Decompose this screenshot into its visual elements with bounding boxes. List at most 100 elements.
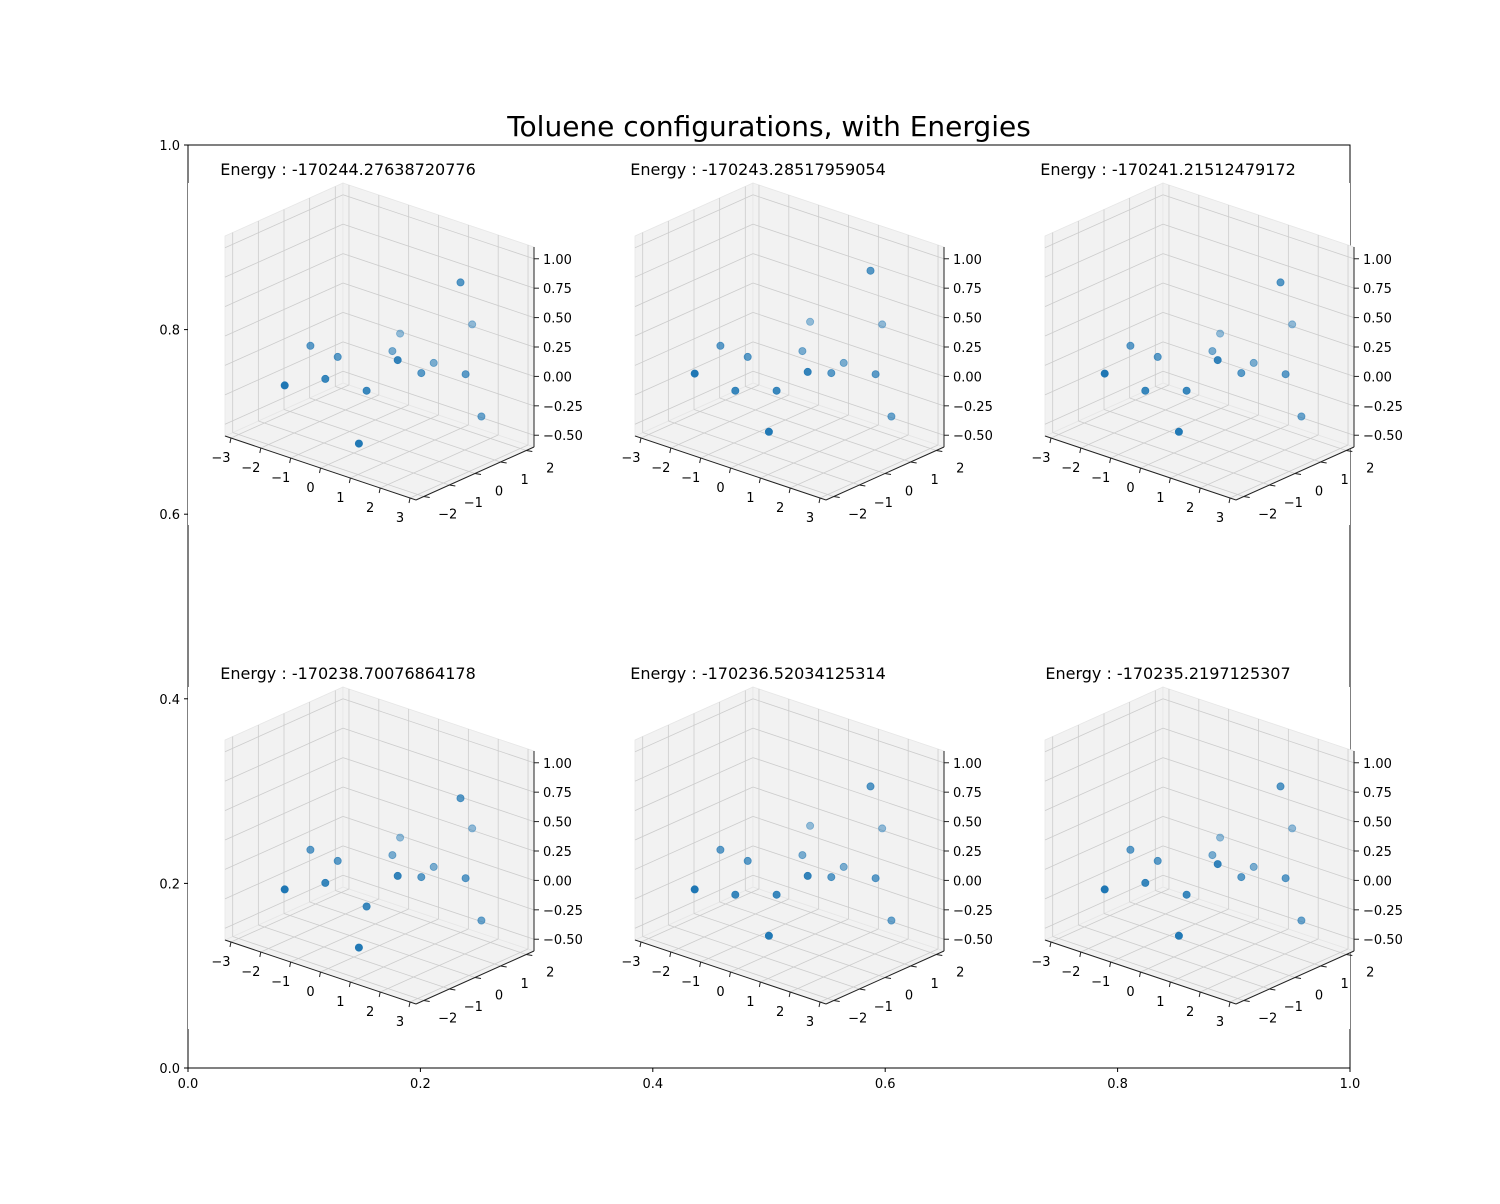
z-grid-back [752,874,945,940]
z-grid-left [1044,194,1164,249]
z-grid-back [752,341,945,407]
scatter-point [306,341,315,350]
y-tick-mark [526,449,533,452]
z-tick-label: 0.75 [543,786,572,801]
z-grid-left [634,816,754,870]
x-tick-label: 1 [336,491,344,506]
scatter-point [772,386,781,395]
scatter-point [1288,824,1297,833]
x-tick-mark [229,437,232,444]
y-tick-mark [1269,484,1276,487]
z-grid-back [752,786,945,852]
scatter-point [1100,885,1109,894]
x-tick-mark [1168,477,1171,484]
x-tick-label: 0 [716,985,724,1000]
scatter-point [839,862,848,871]
scatter-point [827,873,836,882]
y-grid-floor [1155,890,1347,955]
x-tick-mark [818,497,821,504]
y-grid-floor [668,420,860,486]
x-tick-label: 3 [806,1015,814,1030]
subplot-3d-3: Energy : -170241.21512479172 −3 −2 −1 0 1 2 3 −2… [1008,160,1403,526]
z-grid-left [224,223,344,278]
y-grid-floor [258,924,450,990]
z-tick-label: 0.75 [1363,282,1392,297]
y-tick-label: 1 [1341,977,1349,992]
z-grid-back [752,698,945,764]
y-tick-mark [859,988,866,991]
scatter-point [456,794,465,803]
y-grid-floor [232,936,424,1001]
subplot-title: Energy : -170244.27638720776 [220,160,476,179]
scatter-point [393,356,402,365]
y-grid-floor [1052,432,1244,497]
x-tick-mark [1109,961,1112,968]
subplot-3d-2: Energy : -170243.28517959054 −3 −2 −1 0 1 2 3 −2… [598,160,993,526]
y-tick-mark [1294,473,1302,475]
x-tick-mark [348,981,351,988]
y-grid-floor [668,924,860,990]
x-tick-mark [229,941,232,948]
y-tick-label: 2 [546,965,554,980]
z-grid-left [224,816,344,870]
scatter-point [806,821,815,830]
z-grid-back [342,727,535,793]
x-tick-label: −1 [681,975,700,990]
scatter-point [1213,356,1222,365]
y-grid-floor [745,890,937,955]
y-grid-floor [1103,913,1296,978]
scatter-point [456,278,465,287]
x-tick-label: 0 [1126,985,1134,1000]
bg-xtick-label: 0.8 [1107,1077,1128,1092]
scatter-point [477,412,486,421]
y-tick-label: −2 [438,508,457,523]
scatter-point [1208,851,1217,860]
y-tick-label: −1 [464,1000,483,1015]
x-tick-mark [1168,981,1171,988]
scatter-point [333,856,342,865]
scatter-point [716,845,725,854]
z-grid-left [224,845,344,900]
scatter-point [477,916,486,925]
y-grid-floor [745,386,937,451]
y-tick-mark [1269,988,1276,991]
y-tick-label: −2 [1258,508,1277,523]
y-tick-mark [526,953,533,956]
scatter-point [887,412,896,421]
x-tick-label: 2 [366,501,374,516]
z-tick-label: −0.50 [953,429,993,444]
scatter-point [1153,352,1162,361]
subplot-title: Energy : -170235.2197125307 [1045,664,1290,683]
y-tick-mark [936,953,943,956]
scatter-point [280,381,289,390]
y-tick-mark [474,473,482,475]
z-grid-back [342,845,535,911]
scatter-point [731,386,740,395]
y-tick-mark [859,484,866,487]
z-grid-left [1044,698,1164,753]
z-grid-left [224,194,344,249]
scatter-point [1249,358,1258,367]
z-grid-left [634,341,754,396]
z-tick-label: 0.50 [953,816,982,831]
y-tick-label: 1 [1341,473,1349,488]
scatter-point [1249,862,1258,871]
y-tick-label: −1 [1284,496,1303,511]
x-tick-label: −2 [241,965,260,980]
y-tick-mark [1243,1000,1250,1003]
z-grid-back [752,370,945,436]
scatter-point [468,824,477,833]
x-tick-mark [259,951,262,958]
z-grid-back [342,757,535,822]
y-grid-floor [642,936,834,1001]
scatter-point [1182,890,1191,899]
scatter-point [1100,369,1109,378]
scatter-point [1276,278,1285,287]
z-tick-label: −0.50 [953,933,993,948]
y-tick-label: 2 [956,965,964,980]
y-tick-label: −2 [848,508,867,523]
scatter-point [866,266,875,275]
scatter-point [468,320,477,329]
y-tick-label: −1 [1284,1000,1303,1015]
y-tick-label: 2 [956,461,964,476]
